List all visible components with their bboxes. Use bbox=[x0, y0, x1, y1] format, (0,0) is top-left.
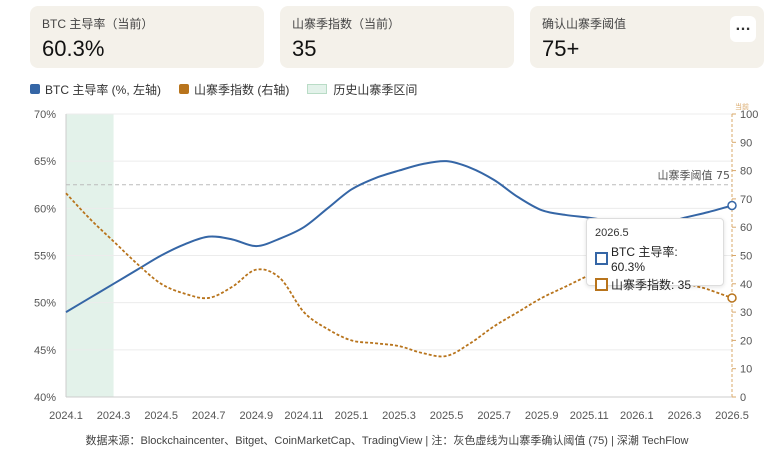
chart-canvas: 40% 45% 50% 55% 60% 65% 70% 0 10 20 30 40 50 60 70 80 90… bbox=[34, 102, 758, 422]
x-tick-label: 2024.3 bbox=[97, 410, 131, 422]
x-tick-label: 2025.1 bbox=[335, 410, 369, 422]
x-tick-label: 2024.1 bbox=[49, 410, 83, 422]
chart-legend: BTC 主导率 (%, 左轴) 山寨季指数 (右轴) 历史山寨季区间 bbox=[30, 80, 435, 98]
x-tick-label: 2025.5 bbox=[430, 410, 464, 422]
left-tick-label: 60% bbox=[34, 203, 56, 215]
legend-item-band[interactable]: 历史山寨季区间 bbox=[307, 81, 417, 98]
right-tick-label: 20 bbox=[740, 335, 752, 347]
threshold-card: 确认山寨季阈值 75+ … bbox=[530, 6, 764, 68]
right-tick-label: 90 bbox=[740, 137, 752, 149]
threshold-label: 山寨季阈值 75 bbox=[658, 168, 731, 182]
left-tick-label: 65% bbox=[34, 156, 56, 168]
card-label: BTC 主导率（当前） bbox=[42, 17, 154, 31]
chart-tooltip: 2026.5 BTC 主导率: 60.3% 山寨季指数: 35 bbox=[586, 218, 724, 292]
x-tick-label: 2024.5 bbox=[144, 410, 178, 422]
tooltip-value-btc: BTC 主导率: 60.3% bbox=[611, 245, 678, 274]
legend-label-alt: 山寨季指数 (右轴) bbox=[194, 82, 290, 97]
left-tick-label: 70% bbox=[34, 109, 56, 121]
legend-swatch-btc bbox=[30, 84, 40, 94]
btc-dominance-card: BTC 主导率（当前） 60.3% bbox=[30, 6, 264, 68]
card-value: 60.3% bbox=[42, 36, 105, 61]
legend-swatch-band bbox=[307, 84, 328, 94]
card-label: 确认山寨季阈值 bbox=[542, 17, 627, 31]
alt-end-point bbox=[727, 293, 737, 303]
x-tick-label: 2024.9 bbox=[239, 410, 273, 422]
tooltip-title: 2026.5 bbox=[595, 227, 629, 239]
x-tick-label: 2026.5 bbox=[715, 410, 749, 422]
tooltip-row-alt: 山寨季指数: 35 bbox=[595, 276, 715, 293]
left-tick-label: 45% bbox=[34, 345, 56, 357]
source-footnote: 数据来源：Blockchaincenter、Bitget、CoinMarketC… bbox=[85, 435, 689, 447]
x-tick-label: 2025.11 bbox=[570, 410, 609, 422]
legend-item-btc[interactable]: BTC 主导率 (%, 左轴) bbox=[30, 81, 161, 98]
btc-end-point bbox=[727, 200, 737, 211]
left-tick-label: 55% bbox=[34, 251, 56, 263]
card-label: 山寨季指数（当前） bbox=[292, 17, 401, 31]
right-tick-label: 10 bbox=[740, 364, 752, 376]
right-tick-label: 80 bbox=[740, 166, 752, 178]
legend-label-band: 历史山寨季区间 bbox=[333, 82, 418, 97]
legend-label-btc: BTC 主导率 (%, 左轴) bbox=[45, 82, 161, 97]
altseason-index-line bbox=[65, 192, 733, 358]
more-options-button[interactable]: … bbox=[730, 16, 756, 42]
right-tick-label: 0 bbox=[740, 392, 746, 404]
right-tick-label: 30 bbox=[740, 307, 752, 319]
more-icon: … bbox=[735, 17, 751, 34]
legend-item-alt[interactable]: 山寨季指数 (右轴) bbox=[179, 81, 289, 98]
right-tick-label: 50 bbox=[740, 251, 752, 263]
right-tick-label: 40 bbox=[740, 279, 752, 291]
x-tick-label: 2024.11 bbox=[284, 410, 323, 422]
right-tick-label: 100 bbox=[740, 109, 758, 121]
left-tick-label: 40% bbox=[34, 392, 56, 404]
tooltip-row-btc: BTC 主导率: 60.3% bbox=[595, 243, 715, 274]
right-tick-label: 60 bbox=[740, 222, 752, 234]
tooltip-swatch-alt bbox=[595, 278, 608, 291]
card-value: 35 bbox=[292, 36, 317, 61]
x-tick-label: 2024.7 bbox=[192, 410, 226, 422]
card-value: 75+ bbox=[542, 36, 580, 61]
left-tick-label: 50% bbox=[34, 298, 56, 310]
altseason-index-card: 山寨季指数（当前） 35 bbox=[280, 6, 514, 68]
legend-swatch-alt bbox=[179, 84, 189, 94]
tooltip-value-alt: 山寨季指数: 35 bbox=[611, 278, 692, 292]
x-tick-label: 2026.1 bbox=[620, 410, 654, 422]
x-tick-label: 2026.3 bbox=[668, 410, 702, 422]
right-axis-note: 当前 bbox=[735, 102, 749, 111]
x-tick-label: 2025.7 bbox=[477, 410, 511, 422]
x-tick-label: 2025.9 bbox=[525, 410, 559, 422]
x-tick-label: 2025.3 bbox=[382, 410, 416, 422]
tooltip-swatch-btc bbox=[595, 252, 608, 265]
right-tick-label: 70 bbox=[740, 194, 752, 206]
